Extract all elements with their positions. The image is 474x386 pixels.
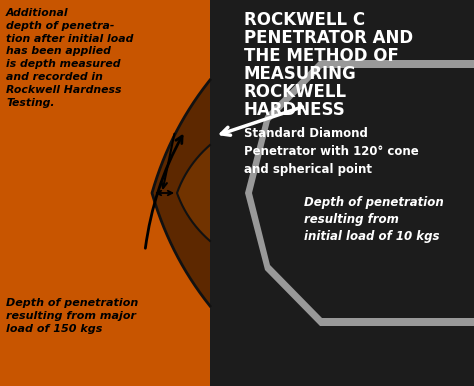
Text: HARDNESS: HARDNESS (244, 101, 346, 119)
Text: Depth of penetration
resulting from
initial load of 10 kgs: Depth of penetration resulting from init… (304, 196, 444, 243)
Polygon shape (245, 60, 474, 326)
Text: ROCKWELL: ROCKWELL (244, 83, 347, 101)
Polygon shape (177, 145, 210, 241)
Text: ROCKWELL C: ROCKWELL C (244, 11, 365, 29)
Text: MEASURING: MEASURING (244, 65, 357, 83)
Text: Standard Diamond
Penetrator with 120° cone
and spherical point: Standard Diamond Penetrator with 120° co… (244, 127, 419, 176)
Polygon shape (252, 68, 474, 318)
Text: Additional
depth of penetra-
tion after initial load
has been applied
is depth m: Additional depth of penetra- tion after … (6, 8, 133, 108)
Polygon shape (210, 0, 474, 386)
Polygon shape (0, 0, 210, 386)
Text: Depth of penetration
resulting from major
load of 150 kgs: Depth of penetration resulting from majo… (6, 298, 138, 334)
Text: THE METHOD OF: THE METHOD OF (244, 47, 399, 65)
Text: PENETRATOR AND: PENETRATOR AND (244, 29, 413, 47)
Polygon shape (152, 80, 210, 306)
